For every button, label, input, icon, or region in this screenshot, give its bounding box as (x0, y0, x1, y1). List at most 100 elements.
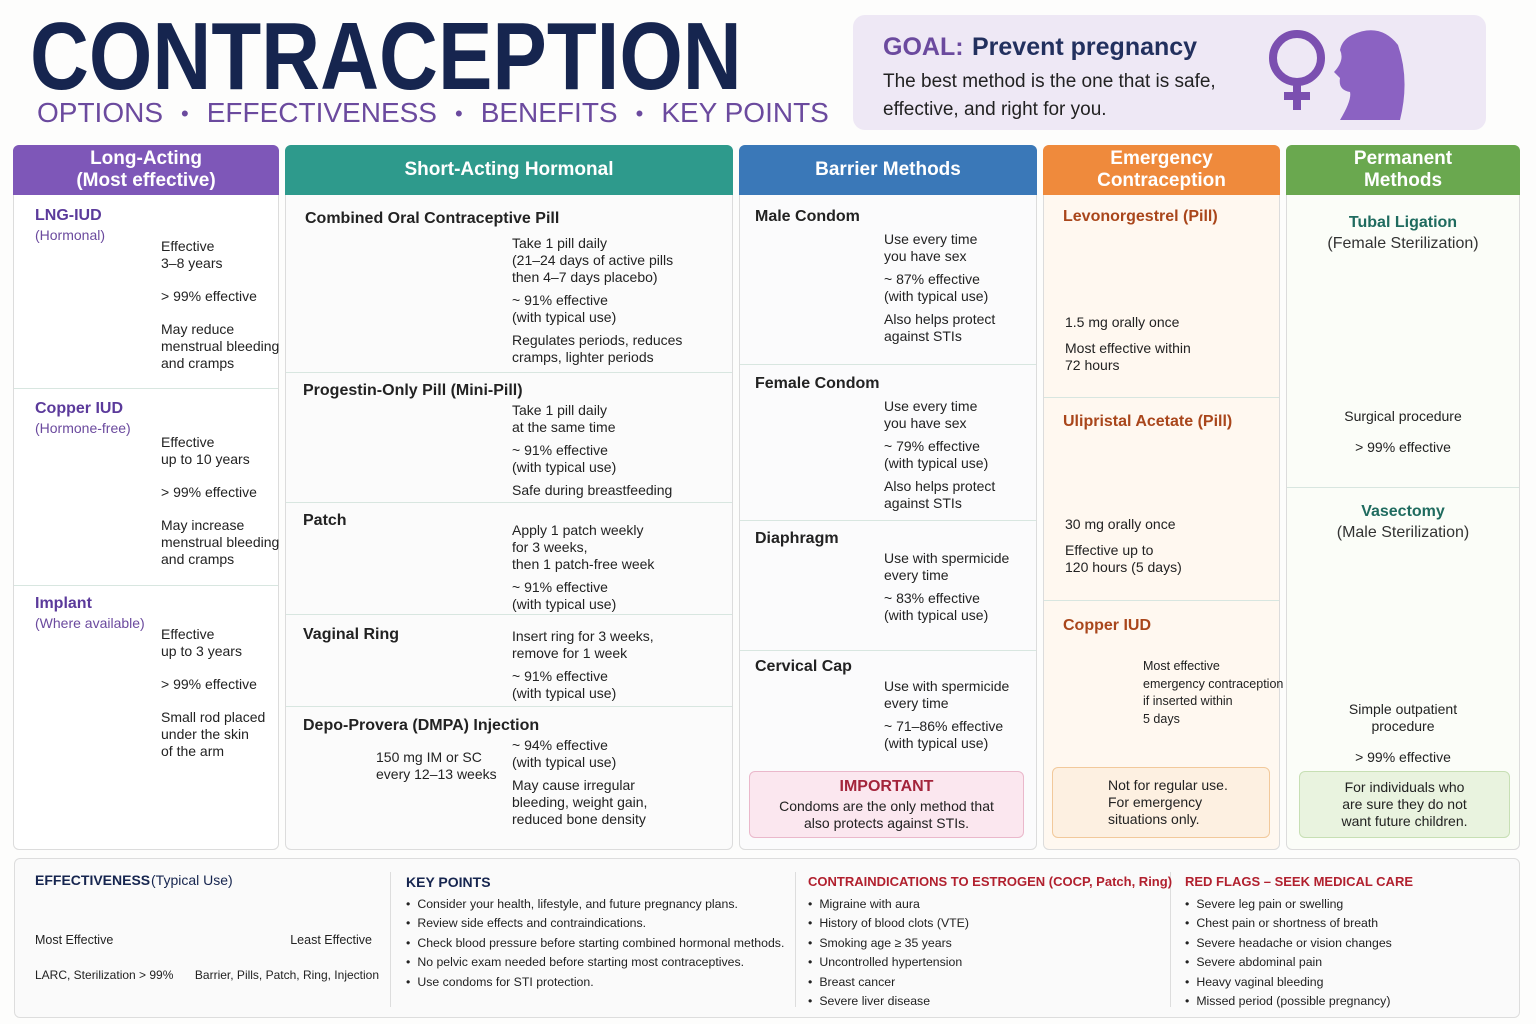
notes: Take 1 pill daily at the same time ~ 91% … (512, 402, 672, 499)
contraindications-item: Severe liver disease (808, 994, 930, 1009)
method-note: ~ 83% effective (with typical use) (884, 590, 989, 623)
effectiveness-title: EFFECTIVENESS (35, 872, 151, 888)
notes: Apply 1 patch weekly for 3 weeks, then 1… (512, 522, 654, 613)
column-panel (1286, 145, 1520, 850)
female-symbol (1269, 30, 1325, 86)
method-name: Combined Oral Contraceptive Pill (305, 210, 560, 227)
separator (1287, 487, 1519, 488)
red-flags-item: Severe abdominal pain (1185, 955, 1322, 970)
method-note: Take 1 pill daily (21–24 days of active … (512, 235, 674, 285)
contraindications-item: History of blood clots (VTE) (808, 916, 969, 931)
contraindications-item: Smoking age ≥ 35 years (808, 936, 952, 951)
method-name: Copper IUD (35, 400, 123, 417)
method-note: Simple outpatient procedure (1348, 701, 1458, 734)
effectiveness-right: Least Effective (290, 933, 372, 947)
method-note: ~ 91% effective (with typical use) (512, 668, 617, 701)
divider (1170, 872, 1171, 1007)
notes: Effective 3–8 years > 99% effective May re… (161, 238, 279, 372)
method-note: Effective 3–8 years (161, 238, 223, 271)
contraindications-item: Uncontrolled hypertension (808, 955, 962, 970)
key-points-item: Check blood pressure before starting com… (406, 936, 784, 951)
divider (795, 872, 796, 1007)
method-note: Effective up to 120 hours (5 days) (1065, 542, 1182, 575)
method-note: Use every time you have sex (884, 398, 978, 431)
subtitle-item: OPTIONS (37, 97, 164, 128)
method-note: Most effective within 72 hours (1065, 340, 1191, 373)
method-note: Safe during breastfeeding (512, 482, 673, 498)
contraindications-item: Migraine with aura (808, 897, 919, 912)
method-note: Regulates periods, reduces cramps, light… (512, 332, 683, 365)
notes: Most effective emergency contraception i… (1143, 658, 1283, 728)
method-note: Use every time you have sex (884, 231, 978, 264)
method-subtitle: (Female Sterilization) (1327, 235, 1479, 252)
column-panel (13, 145, 279, 850)
subtitle: OPTIONSEFFECTIVENESSBENEFITSKEY POINTS (37, 96, 829, 130)
subtitle-item: BENEFITS (437, 96, 618, 130)
divider (390, 872, 391, 1007)
notes: Insert ring for 3 weeks, remove for 1 we… (512, 628, 654, 702)
method-note: 1.5 mg orally once (1065, 314, 1180, 330)
column-header: Long-Acting (Most effective) (13, 145, 279, 195)
method-note: May reduce menstrual bleeding and cramps (161, 321, 280, 371)
notes: Take 1 pill daily (21–24 days of active … (512, 235, 682, 366)
method-name: Implant (35, 595, 92, 612)
method-note: Small rod placed under the skin of the a… (161, 709, 266, 759)
permanent-box (1299, 771, 1510, 838)
method-subtitle: (Hormonal) (35, 227, 106, 243)
goal-heading: Prevent pregnancy (972, 33, 1198, 61)
method-note: ~ 79% effective (with typical use) (884, 438, 989, 471)
goal-label: GOAL: (883, 33, 964, 61)
method-name: Vaginal Ring (303, 626, 400, 643)
effectiveness-left: Most Effective (35, 933, 114, 947)
method-name: Diaphragm (755, 530, 839, 547)
notes: Use every time you have sex ~ 87% effecti… (884, 231, 995, 345)
method-note: Most effective emergency contraception i… (1143, 659, 1284, 726)
red-flags-item: Severe leg pain or swelling (1185, 897, 1343, 912)
method-note: Use with spermicide every time (884, 550, 1010, 583)
method-note: > 99% effective (1355, 439, 1451, 455)
red-flags-item: Severe headache or vision changes (1185, 936, 1392, 951)
method-note: ~ 91% effective (with typical use) (512, 579, 617, 612)
method-name: Depo-Provera (DMPA) Injection (303, 717, 540, 734)
notes: 1.5 mg orally once Most effective within … (1065, 314, 1191, 374)
contraindications-item: Breast cancer (808, 975, 895, 990)
method-name: Cervical Cap (755, 658, 852, 675)
method-subtitle: (Male Sterilization) (1336, 524, 1470, 541)
red-flags-item: Heavy vaginal bleeding (1185, 975, 1323, 990)
permanent-text: For individuals who are sure they do not… (1341, 779, 1468, 829)
method-note: Use with spermicide every time (884, 678, 1010, 711)
column-panel (285, 145, 733, 850)
method-name: Patch (303, 512, 347, 529)
method-note: Also helps protect against STIs (884, 478, 996, 511)
method-name: Progestin-Only Pill (Mini-Pill) (303, 382, 523, 399)
column-title: Barrier Methods (815, 159, 961, 180)
separator (286, 372, 732, 373)
red-flags-item: Chest pain or shortness of breath (1185, 916, 1378, 931)
separator (1044, 600, 1279, 601)
method-note: Surgical procedure (1344, 408, 1462, 424)
notes: Effective up to 10 years > 99% effective M… (161, 434, 279, 568)
key-points-item: No pelvic exam needed before starting mo… (406, 955, 744, 970)
important-title: IMPORTANT (839, 778, 934, 795)
method-name: LNG-IUD (35, 207, 102, 224)
method-note: ~ 91% effective (with typical use) (512, 442, 617, 475)
important-text: Condoms are the only method that also pr… (779, 798, 994, 831)
method-note: ~ 91% effective (with typical use) (512, 292, 617, 325)
notes: ~ 94% effective (with typical use) May ca… (512, 737, 647, 828)
effectiveness-qualifier: (Typical Use) (151, 872, 233, 888)
key-points-item: Use condoms for STI protection. (406, 975, 593, 990)
notes: 30 mg orally once Effective up to 120 hou… (1065, 516, 1182, 576)
method-name: Male Condom (755, 208, 860, 225)
method-note: ~ 87% effective (with typical use) (884, 271, 989, 304)
column-panel (739, 145, 1037, 850)
method-note: Insert ring for 3 weeks, remove for 1 we… (512, 628, 654, 661)
notes: Surgical procedure > 99% effective (1286, 408, 1520, 456)
method-name: Female Condom (755, 375, 880, 392)
page-title: CONTRACEPTION (30, 3, 742, 110)
separator (740, 520, 1036, 521)
method-subtitle: (Hormone-free) (35, 420, 131, 436)
notes: Effective up to 3 years > 99% effective Sm… (161, 626, 265, 760)
red-flags-title: RED FLAGS – SEEK MEDICAL CARE (1185, 874, 1414, 889)
column-header: Barrier Methods (739, 145, 1037, 195)
column-panel (1043, 145, 1280, 850)
